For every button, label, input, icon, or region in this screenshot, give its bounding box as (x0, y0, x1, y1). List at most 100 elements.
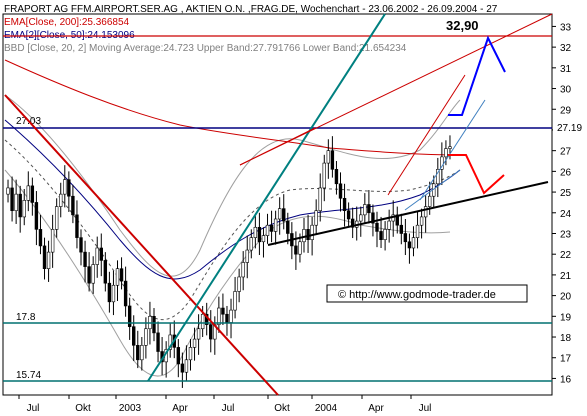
price-candle (419, 208, 424, 239)
y-axis: 161718192021222324252627282930313233 (552, 22, 572, 385)
candle-body (196, 328, 201, 340)
target-label: 32,90 (446, 18, 479, 33)
price-candle (282, 194, 286, 230)
candle-body (229, 309, 233, 323)
candle-body (346, 210, 351, 220)
bollinger-moving-average (4, 139, 461, 321)
price-candle (318, 173, 322, 222)
price-candle (269, 210, 274, 243)
price-candle (67, 171, 71, 212)
candle-body (176, 347, 181, 365)
price-candle (164, 341, 168, 378)
price-candle (54, 198, 59, 238)
candle-body (314, 210, 318, 226)
price-candle (176, 339, 181, 378)
price-candle (257, 212, 262, 256)
candle-body (310, 224, 314, 241)
candle-body (249, 237, 253, 251)
candle-body (67, 179, 71, 197)
price-candle (387, 209, 391, 243)
price-candle (46, 240, 51, 282)
price-candle (87, 252, 91, 292)
price-candle (111, 270, 116, 316)
candle-body (423, 206, 428, 218)
price-candle (310, 216, 314, 256)
candle-body (59, 193, 63, 207)
candle-body (200, 313, 205, 330)
candle-body (34, 202, 39, 230)
candle-body (395, 214, 399, 226)
price-candle (107, 271, 112, 313)
watermark-text: © http://www.godmode-trader.de (338, 289, 496, 301)
x-tick-label: Apr (368, 403, 384, 414)
candle-body (127, 305, 132, 327)
price-candle (140, 337, 144, 371)
price-candle (265, 213, 270, 244)
candle-body (63, 179, 67, 195)
candle-body (294, 245, 298, 255)
candle-body (387, 220, 391, 230)
price-candle (156, 321, 160, 363)
price-candle (294, 231, 298, 270)
candle-body (342, 197, 347, 212)
price-candle (99, 233, 103, 277)
candle-body (225, 313, 229, 323)
price-candle (306, 214, 310, 253)
candle-body (318, 187, 322, 212)
y-tick-label: 17 (560, 354, 572, 365)
price-candle (415, 210, 420, 249)
price-candle (132, 315, 136, 362)
x-tick-label: Jul (222, 403, 235, 414)
price-candle (355, 206, 359, 241)
price-candle (10, 176, 14, 222)
price-candle (188, 339, 193, 371)
price-candle (330, 136, 335, 178)
candle-body (448, 146, 452, 149)
price-candle (184, 345, 189, 381)
price-candle (168, 323, 172, 358)
price-candle (63, 165, 67, 208)
candle-body (233, 291, 237, 311)
y-tick-label: 24 (560, 209, 572, 220)
price-candle (407, 233, 412, 264)
price-candle (273, 210, 278, 245)
candle-body (444, 148, 448, 158)
candle-body (156, 332, 160, 352)
candle-body (18, 193, 22, 218)
candle-body (330, 150, 335, 170)
y-tick-label: 18 (560, 333, 572, 344)
blue-channel-lower (404, 169, 461, 211)
candle-body (75, 214, 79, 238)
price-candle (209, 310, 213, 353)
candle-body (338, 183, 343, 199)
candle-body (87, 266, 91, 284)
price-candle (326, 139, 331, 179)
candle-body (50, 229, 55, 253)
chart-title: FRAPORT AG FFM.AIRPORT.SER.AG , AKTIEN O… (4, 4, 498, 15)
candle-body (399, 224, 404, 234)
price-candle (245, 235, 249, 279)
y-tick-label: 23 (560, 229, 572, 240)
price-candle (83, 240, 87, 283)
candle-body (119, 268, 124, 282)
x-tick-label: 2003 (119, 403, 142, 414)
candle-body (241, 262, 245, 278)
price-candle (399, 213, 404, 245)
price-candle (241, 251, 245, 291)
candle-body (379, 231, 383, 241)
candle-body (359, 214, 363, 222)
candle-body (419, 216, 424, 226)
price-candle (363, 193, 367, 224)
price-candle (253, 215, 258, 249)
candle-body (407, 241, 412, 249)
x-tick-label: Jul (419, 403, 432, 414)
candle-body (261, 235, 266, 243)
price-candle (261, 227, 266, 258)
ema200-line (4, 59, 461, 156)
candle-body (71, 195, 75, 216)
x-tick-label: Okt (274, 403, 290, 414)
blue-channel-line (419, 99, 486, 201)
candle-body (123, 280, 128, 307)
price-candle (115, 260, 120, 301)
